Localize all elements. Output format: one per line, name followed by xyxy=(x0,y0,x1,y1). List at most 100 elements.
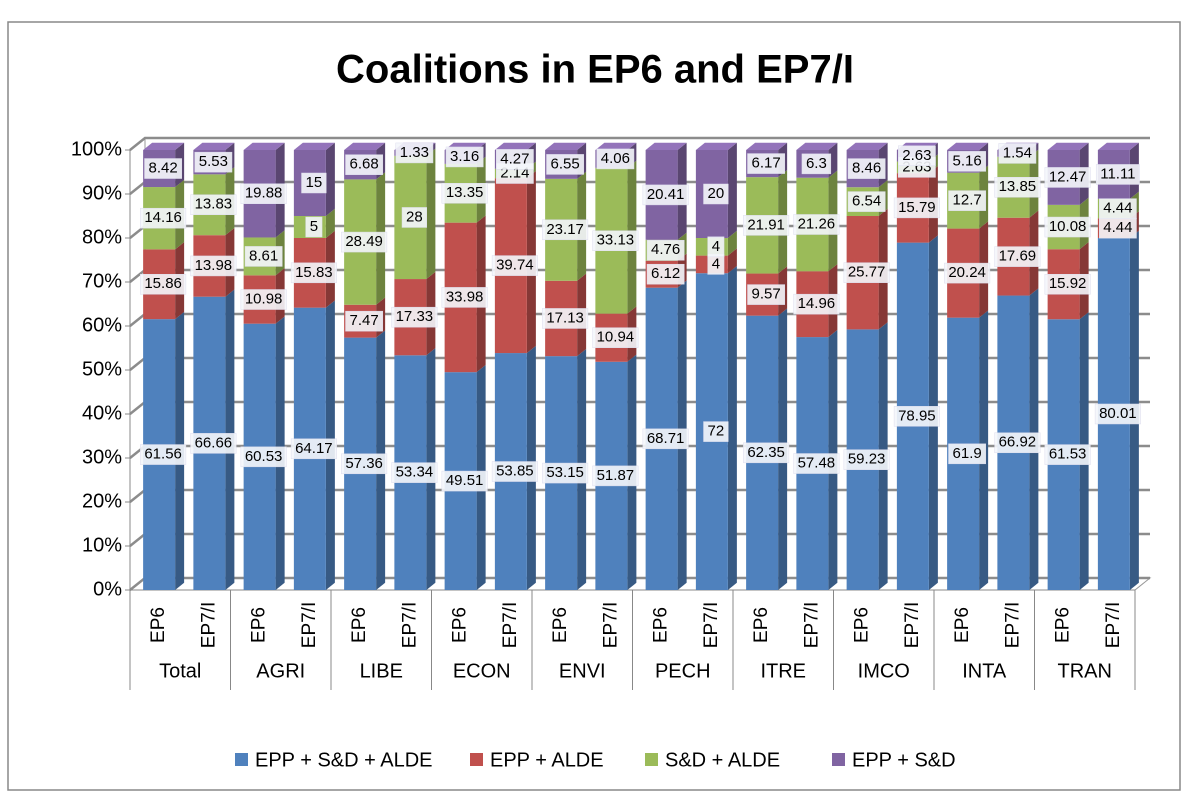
data-label: 1.54 xyxy=(998,143,1037,164)
data-label-box xyxy=(793,293,840,315)
data-label-box xyxy=(542,462,589,484)
data-label-text: 3.16 xyxy=(450,148,479,165)
group-label: INTA xyxy=(962,660,1007,682)
data-label-text: 6.54 xyxy=(852,193,881,210)
data-label-text: 13.83 xyxy=(195,196,233,213)
data-label-box xyxy=(290,438,337,460)
data-label-text: 66.66 xyxy=(195,434,233,451)
data-label: 2.63 xyxy=(898,145,936,167)
data-label-text: 8.61 xyxy=(249,247,278,264)
data-label-text: 15.86 xyxy=(144,275,182,292)
data-label-box xyxy=(190,255,237,277)
y-tick-label: 50% xyxy=(82,358,122,380)
group-label: Total xyxy=(159,660,201,682)
data-label: 57.36 xyxy=(341,453,388,475)
data-label: 4 xyxy=(707,236,725,258)
x-tick-label: EP6 xyxy=(550,607,571,643)
data-label-text: 5 xyxy=(310,218,318,235)
data-label: 15.83 xyxy=(290,262,337,284)
data-label: 15 xyxy=(301,172,327,194)
data-label-box xyxy=(944,262,991,284)
data-label-text: 15.79 xyxy=(898,199,936,216)
data-label-box xyxy=(847,191,886,212)
data-label: 20.41 xyxy=(642,184,689,206)
data-label-box xyxy=(646,240,685,261)
data-label-box xyxy=(847,158,886,179)
legend-label: EPP + S&D + ALDE xyxy=(255,749,433,771)
data-label-box xyxy=(1044,273,1091,295)
data-label: 78.95 xyxy=(893,406,940,427)
data-label-text: 53.85 xyxy=(496,462,534,479)
data-label-box xyxy=(345,154,383,175)
data-label-box xyxy=(893,197,940,219)
data-label: 51.87 xyxy=(592,465,639,487)
data-label: 72 xyxy=(703,421,729,442)
data-label-box xyxy=(190,194,237,216)
data-label: 13.85 xyxy=(994,176,1041,198)
data-label-text: 72 xyxy=(708,423,725,440)
x-tick-label: EP7/I xyxy=(500,602,521,648)
data-label: 39.74 xyxy=(491,255,538,276)
x-tick-label: EP6 xyxy=(249,607,270,643)
data-label: 6.3 xyxy=(801,153,832,175)
data-label-text: 5.53 xyxy=(199,153,228,170)
bar-side xyxy=(727,266,737,590)
data-label-text: 33.98 xyxy=(446,288,484,305)
data-label: 20 xyxy=(703,183,729,205)
data-label: 10.94 xyxy=(592,327,639,348)
data-label-box xyxy=(240,446,287,468)
data-label-box xyxy=(994,432,1041,454)
data-label-box xyxy=(743,442,790,464)
data-label-text: 57.48 xyxy=(798,455,836,472)
data-label-box xyxy=(1094,403,1141,425)
data-label-box xyxy=(441,183,488,204)
y-tick-label: 80% xyxy=(82,226,122,248)
x-tick-label: EP7/I xyxy=(299,602,320,648)
data-label: 80.01 xyxy=(1094,403,1141,425)
bar-top xyxy=(545,142,587,150)
data-label-box xyxy=(646,263,685,285)
data-label-text: 51.87 xyxy=(597,467,635,484)
data-label: 21.26 xyxy=(793,214,840,235)
data-label-text: 66.92 xyxy=(999,434,1037,451)
data-label-text: 61.56 xyxy=(144,446,182,463)
data-label: 33.98 xyxy=(441,287,488,308)
data-label-text: 10.98 xyxy=(245,290,283,307)
data-label-box xyxy=(1044,167,1091,188)
bar-top xyxy=(595,142,637,150)
y-tick-label: 20% xyxy=(82,490,122,512)
legend-label: EPP + ALDE xyxy=(490,749,604,771)
data-label: 1.33 xyxy=(395,142,434,164)
bar-top xyxy=(243,142,285,150)
data-label: 10.08 xyxy=(1044,216,1091,238)
data-label-text: 53.15 xyxy=(546,464,584,481)
data-label-text: 49.51 xyxy=(446,472,484,489)
data-label: 4 xyxy=(707,254,725,275)
data-label-text: 10.08 xyxy=(1049,218,1087,235)
x-tick-label: EP7/I xyxy=(198,602,219,648)
data-label-text: 28 xyxy=(406,208,423,225)
data-label-text: 13.98 xyxy=(195,257,233,274)
data-label: 14.16 xyxy=(140,207,187,229)
data-label: 61.56 xyxy=(140,444,187,465)
data-label: 6.68 xyxy=(345,154,383,175)
group-label: ITRE xyxy=(760,660,806,682)
data-label-text: 53.34 xyxy=(396,464,434,481)
data-label-box xyxy=(341,231,388,253)
data-label-box xyxy=(301,172,327,194)
x-tick-label: EP7/I xyxy=(1002,602,1023,648)
data-label-text: 17.33 xyxy=(396,308,434,325)
data-label-box xyxy=(592,465,639,487)
data-label-box xyxy=(445,146,484,168)
data-label: 66.92 xyxy=(994,432,1041,454)
data-label-box xyxy=(793,453,840,474)
y-tick-label: 10% xyxy=(82,534,122,556)
data-label-text: 78.95 xyxy=(898,407,936,424)
data-label: 5 xyxy=(305,216,323,238)
bar-top xyxy=(746,142,788,150)
data-label-text: 1.33 xyxy=(400,144,429,161)
data-label-text: 4 xyxy=(712,255,720,272)
data-label-text: 12.47 xyxy=(1049,168,1087,185)
group-label: AGRI xyxy=(256,660,305,682)
data-label-box xyxy=(244,246,283,267)
